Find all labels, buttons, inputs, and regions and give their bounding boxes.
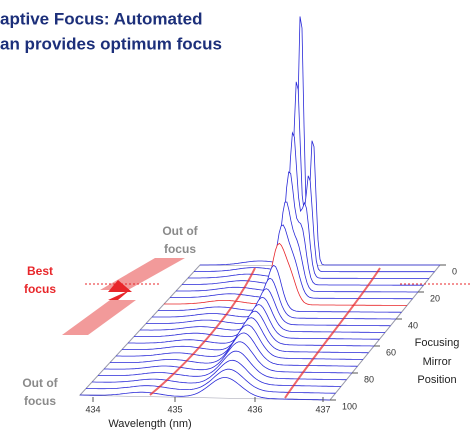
spectrum bbox=[128, 310, 374, 347]
spectrum-fill bbox=[200, 16, 440, 265]
depth-axis-label: Position bbox=[417, 374, 456, 386]
spectrum bbox=[122, 317, 369, 354]
spectrum bbox=[104, 341, 352, 374]
depth-axis-label: Focusing bbox=[415, 337, 460, 349]
arrow bbox=[100, 258, 185, 290]
arrow-head bbox=[108, 290, 130, 300]
focus-arrows bbox=[62, 258, 471, 335]
x-tick-label: 437 bbox=[315, 404, 330, 414]
spectrum bbox=[200, 16, 440, 266]
spectrum bbox=[98, 350, 347, 381]
spectrum bbox=[152, 277, 396, 320]
x-axis-label: Wavelength (nm) bbox=[108, 418, 191, 430]
spectrum bbox=[182, 171, 424, 286]
annotation: Out of bbox=[22, 376, 58, 390]
depth-tick-label: 100 bbox=[342, 401, 357, 411]
depth-tick-label: 80 bbox=[364, 374, 374, 384]
spectrum-fill bbox=[158, 265, 402, 313]
x-tick-label: 435 bbox=[167, 404, 182, 414]
spectrum-fill bbox=[92, 360, 341, 387]
depth-axis-label: Mirror bbox=[423, 356, 452, 368]
spectrum bbox=[170, 224, 413, 300]
spectrum bbox=[140, 296, 385, 333]
spectrum bbox=[176, 201, 418, 293]
title-line: aptive Focus: Automated bbox=[0, 9, 202, 28]
x-tick-label: 434 bbox=[85, 404, 100, 414]
depth-tick-label: 0 bbox=[452, 266, 457, 276]
guide bbox=[284, 267, 381, 399]
spectrum bbox=[110, 332, 358, 367]
spectrum bbox=[158, 264, 402, 313]
spectrum-fill bbox=[164, 243, 407, 306]
annotation: Best bbox=[27, 264, 53, 278]
spectrum bbox=[92, 359, 341, 387]
spectrum-fill bbox=[152, 278, 396, 319]
title-line: an provides optimum focus bbox=[0, 34, 222, 53]
spectrum bbox=[134, 304, 380, 340]
depth-tick-label: 40 bbox=[408, 320, 418, 330]
spectrum bbox=[86, 368, 336, 394]
spectrum-fill bbox=[86, 369, 336, 394]
spectrum-fill bbox=[176, 202, 418, 292]
spectrum-fill bbox=[188, 132, 429, 279]
arrow-head bbox=[108, 280, 132, 292]
spectrum bbox=[188, 131, 429, 279]
spectrum-fill bbox=[170, 224, 413, 299]
annotation: focus bbox=[24, 282, 56, 296]
spectrum bbox=[194, 81, 435, 273]
spectrum bbox=[80, 377, 330, 401]
annotation: Out of bbox=[162, 224, 198, 238]
arrow bbox=[62, 300, 136, 335]
depth-tick-label: 20 bbox=[430, 293, 440, 303]
spectrum bbox=[146, 288, 391, 327]
annotation: focus bbox=[24, 394, 56, 408]
spectrum bbox=[164, 242, 407, 306]
waterfall bbox=[78, 16, 442, 401]
annotation: focus bbox=[164, 242, 196, 256]
spectrum bbox=[116, 324, 363, 360]
x-tick-label: 436 bbox=[247, 404, 262, 414]
depth-tick-label: 60 bbox=[386, 347, 396, 357]
guide bbox=[149, 267, 256, 396]
